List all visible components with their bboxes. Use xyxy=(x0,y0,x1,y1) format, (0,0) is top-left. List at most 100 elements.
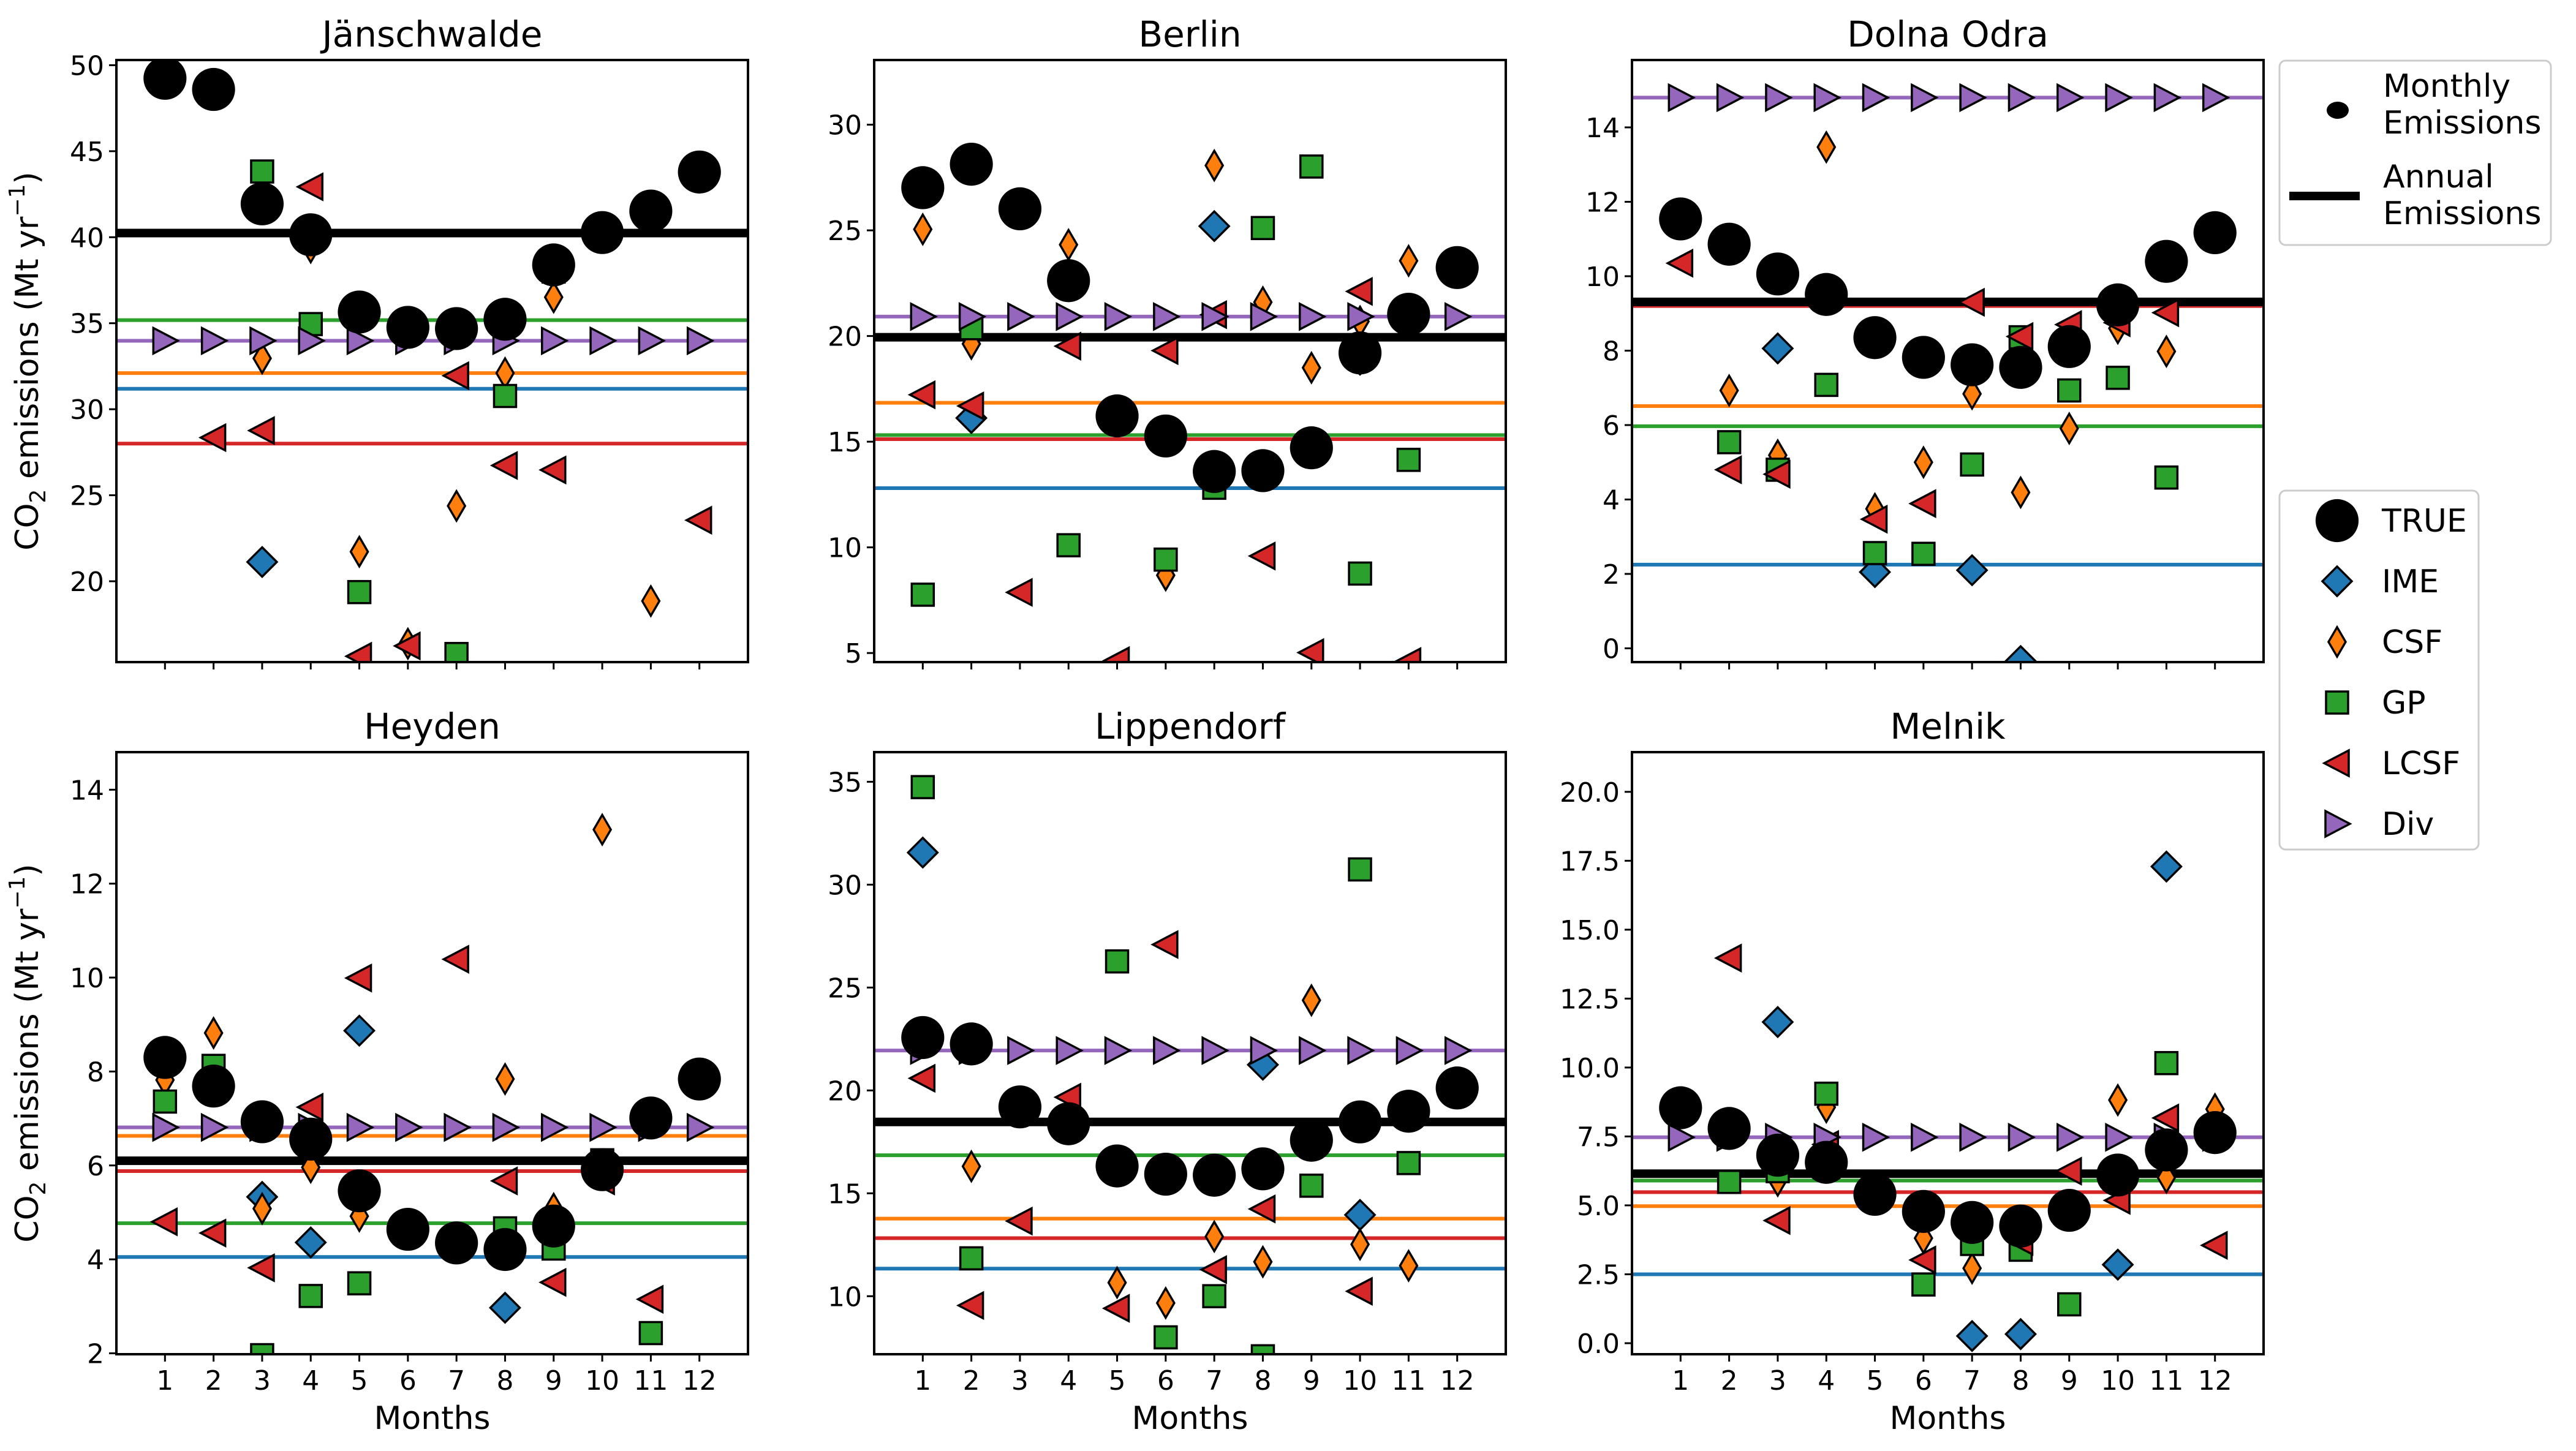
point-lcsf xyxy=(907,380,936,410)
point-div xyxy=(346,1112,375,1142)
point-true xyxy=(1338,1100,1382,1144)
point-true xyxy=(143,60,187,100)
point-div xyxy=(200,1112,229,1142)
point-true xyxy=(998,1085,1042,1129)
point-true xyxy=(1047,259,1090,303)
point-true xyxy=(532,243,575,287)
x-tick-label: 10 xyxy=(1343,1365,1377,1396)
point-true xyxy=(2047,325,2091,368)
point-true xyxy=(1435,1066,1479,1110)
point-true xyxy=(580,211,624,254)
point-div xyxy=(1007,1036,1035,1065)
point-csf xyxy=(1301,350,1321,385)
point-div xyxy=(152,326,180,356)
y-tick-label: 35 xyxy=(828,767,862,798)
point-csf xyxy=(252,341,272,375)
plot-area xyxy=(116,60,748,662)
panel-dolna-odra: Dolna Odra 0 2 4 6 8 10 12 14 xyxy=(1585,13,2265,669)
point-lcsf xyxy=(1247,1194,1276,1224)
point-true xyxy=(435,307,478,350)
point-div xyxy=(541,326,569,356)
point-true xyxy=(483,298,527,341)
plot-area xyxy=(874,143,1506,662)
point-lcsf xyxy=(1665,248,1694,278)
point-div xyxy=(910,302,938,331)
point-div xyxy=(346,326,375,356)
axes-frame xyxy=(115,59,749,663)
y-tick-label: 15.0 xyxy=(1560,915,1620,946)
point-div xyxy=(1201,1036,1229,1065)
panel-title: Berlin xyxy=(1138,13,1241,55)
point-csf xyxy=(495,1062,515,1096)
point-div xyxy=(2202,83,2230,113)
point-true xyxy=(2096,1153,2140,1197)
point-true xyxy=(1387,292,1430,336)
point-ime xyxy=(246,546,279,579)
x-tick-label: 3 xyxy=(1769,1365,1786,1396)
point-lcsf xyxy=(1247,541,1276,571)
point-gp xyxy=(1056,533,1081,557)
point-div xyxy=(2057,1122,2085,1152)
point-lcsf xyxy=(2151,298,2180,328)
point-ime xyxy=(1761,1006,1794,1039)
y-tick-label: 20 xyxy=(828,322,862,353)
point-div xyxy=(638,326,667,356)
point-true xyxy=(1756,1133,1800,1177)
point-gp xyxy=(1396,1151,1421,1175)
point-div xyxy=(1862,1122,1890,1152)
x-tick-label: 12 xyxy=(1440,1365,1475,1396)
axes-frame xyxy=(1631,751,2265,1355)
y-tick-label: 8 xyxy=(1603,336,1620,367)
point-gp xyxy=(1717,1169,1742,1194)
x-tick-label: 3 xyxy=(1011,1365,1029,1396)
point-div xyxy=(1911,1122,1939,1152)
y-tick-label: 10 xyxy=(828,533,862,564)
point-gp xyxy=(910,582,935,607)
point-gp xyxy=(1960,452,1984,477)
legend-label: Emissions xyxy=(2383,195,2541,232)
point-true xyxy=(1999,345,2042,389)
point-lcsf xyxy=(2005,322,2034,352)
point-lcsf xyxy=(489,451,518,480)
point-div xyxy=(1444,302,1473,331)
point-true xyxy=(143,1036,187,1079)
y-tick-label: 10 xyxy=(70,963,104,994)
point-true xyxy=(532,1204,575,1248)
y-tick-label: 4 xyxy=(87,1245,104,1276)
y-tick-label: 30 xyxy=(70,394,104,426)
point-div xyxy=(1959,1122,1987,1152)
point-div xyxy=(1250,1036,1279,1065)
point-lcsf xyxy=(1908,489,1936,518)
y-tick-label: 5 xyxy=(845,638,862,669)
point-lcsf xyxy=(1150,336,1179,366)
x-tick-label: 1 xyxy=(1672,1365,1689,1396)
point-true xyxy=(1193,450,1236,493)
point-lcsf xyxy=(684,505,712,535)
y-tick-label: 45 xyxy=(70,137,104,168)
point-true xyxy=(289,213,333,257)
point-gp xyxy=(1154,1325,1178,1350)
y-tick-label: 0 xyxy=(1603,634,1620,665)
point-true xyxy=(901,1016,945,1060)
point-lcsf xyxy=(956,1291,984,1321)
x-tick-label: 8 xyxy=(496,1365,513,1396)
plot-area xyxy=(874,775,1506,1354)
point-lcsf xyxy=(2151,1103,2180,1133)
point-div xyxy=(1813,83,1841,113)
point-lcsf xyxy=(956,391,984,421)
point-lcsf xyxy=(1908,1245,1936,1275)
point-true xyxy=(2145,239,2188,283)
x-tick-label: 9 xyxy=(545,1365,562,1396)
point-gp xyxy=(1911,541,1936,566)
y-tick-label: 2.5 xyxy=(1577,1259,1620,1291)
y-tick-label: 10.0 xyxy=(1560,1053,1620,1084)
legend-label: Emissions xyxy=(2383,105,2541,141)
point-csf xyxy=(543,280,564,314)
point-div xyxy=(1250,302,1279,331)
y-tick-label: 12 xyxy=(1585,187,1620,218)
point-div xyxy=(249,326,278,356)
legend-label: Monthly xyxy=(2383,68,2510,105)
